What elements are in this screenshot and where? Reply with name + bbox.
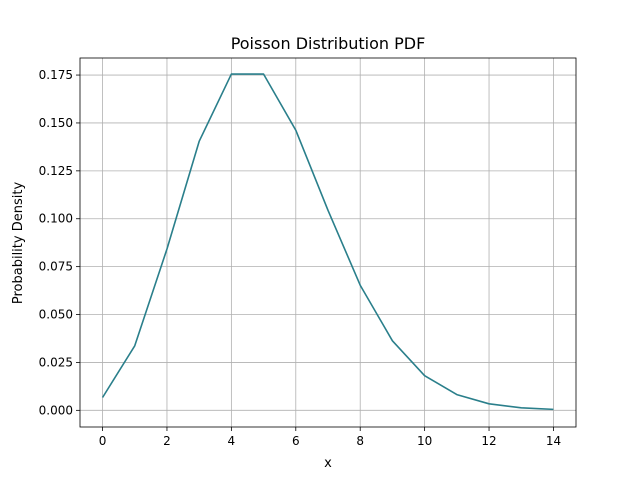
y-tick-label: 0.150 (39, 116, 73, 130)
x-tick-label: 8 (356, 434, 364, 448)
y-tick-label: 0.175 (39, 68, 73, 82)
series-layer (101, 73, 554, 411)
x-tick-label: 12 (481, 434, 496, 448)
x-tick-label: 2 (163, 434, 171, 448)
y-tick-label: 0.075 (39, 260, 73, 274)
grid (80, 58, 576, 427)
y-tick-label: 0.025 (39, 355, 73, 369)
ticks: 0 2 4 6 8 10 12 14 0.000 0.025 0.050 0.075 0.100 0.12… (39, 68, 561, 448)
y-axis-label: Probability Density (11, 182, 26, 305)
y-tick-label: 0.050 (39, 308, 73, 322)
plot-frame (79, 57, 577, 428)
y-tick-label: 0.100 (39, 212, 73, 226)
y-tick-label: 0.000 (39, 403, 73, 417)
x-tick-label: 14 (546, 434, 561, 448)
x-tick-label: 0 (99, 434, 107, 448)
x-axis-label: x (324, 456, 332, 471)
x-tick-label: 6 (292, 434, 300, 448)
x-tick-label: 4 (228, 434, 236, 448)
chart-title: Poisson Distribution PDF (231, 34, 426, 53)
x-tick-label: 10 (417, 434, 432, 448)
y-tick-label: 0.125 (39, 164, 73, 178)
